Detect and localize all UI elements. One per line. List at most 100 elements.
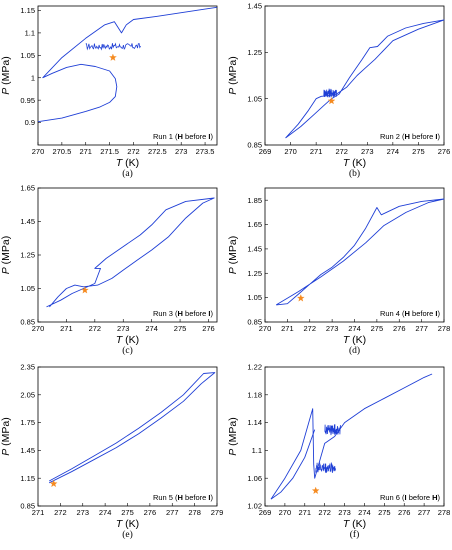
star-marker	[296, 294, 305, 302]
x-tick-label: 274	[348, 324, 361, 333]
x-tick-label: 275	[371, 324, 384, 333]
x-tick-label: 276	[438, 147, 451, 156]
x-tick-label: 277	[418, 508, 431, 517]
panel-caption: (a)	[122, 168, 133, 179]
y-tick-label: 1.45	[20, 446, 35, 455]
x-tick-label: 274	[145, 324, 158, 333]
x-tick-label: 278	[438, 508, 451, 517]
y-tick-label: 1.15	[20, 6, 35, 15]
star-marker	[311, 486, 320, 494]
y-tick-label: 1.25	[247, 48, 262, 57]
panel-caption: (d)	[349, 345, 360, 356]
x-tick-label: 279	[211, 508, 224, 517]
chart-panel-1: 270 270.5 271 271.5 272 272.5 273 273.5 0.9 0.95 1…	[0, 5, 218, 179]
y-tick-label: 1.02	[247, 502, 262, 511]
plot-frame	[264, 187, 445, 323]
x-tick-label: 272	[127, 147, 140, 156]
x-tick-label: 273.5	[196, 147, 215, 156]
run-label: Run 3 (H before I)	[153, 309, 214, 318]
x-tick-label: 273	[117, 324, 130, 333]
panel-caption: (b)	[349, 168, 360, 179]
run-label: Run 4 (H before I)	[380, 309, 441, 318]
x-tick-label: 271	[299, 508, 312, 517]
x-tick-label: 273	[175, 147, 188, 156]
y-axis-label: P (MPa)	[0, 417, 12, 456]
x-tick-label: 273	[326, 324, 339, 333]
x-tick-label: 274	[358, 508, 371, 517]
x-tick-label: 272	[318, 508, 331, 517]
y-tick-label: 1.1	[25, 29, 35, 38]
star-marker	[49, 479, 58, 488]
y-tick-label: 1.45	[20, 217, 35, 226]
y-tick-label: 1.22	[247, 363, 262, 372]
y-tick-label: 1.45	[247, 245, 262, 254]
x-tick-label: 271	[79, 147, 92, 156]
y-axis-label: P (MPa)	[0, 236, 12, 275]
y-tick-label: 1.05	[247, 94, 262, 103]
x-tick-label: 276	[393, 324, 406, 333]
y-tick-label: 1.18	[247, 390, 262, 399]
x-tick-label: 270.5	[52, 147, 71, 156]
x-tick-label: 272	[89, 324, 102, 333]
plot-frame	[264, 5, 445, 146]
y-tick-label: 0.85	[20, 318, 35, 327]
y-tick-label: 1.1	[252, 446, 262, 455]
panel-caption: (f)	[350, 529, 360, 540]
y-tick-label: 1.05	[20, 51, 35, 60]
y-tick-label: 1.15	[20, 474, 35, 483]
x-tick-label: 273	[338, 508, 351, 517]
y-tick-label: 1	[31, 73, 35, 82]
x-tick-label: 276	[144, 508, 157, 517]
x-tick-label: 276	[398, 508, 411, 517]
y-tick-label: 1.85	[247, 196, 262, 205]
x-tick-label: 273	[361, 147, 374, 156]
y-tick-label: 1.25	[20, 251, 35, 260]
x-axis-label: T (K)	[116, 518, 139, 530]
series-noise	[315, 462, 336, 473]
x-tick-label: 275	[412, 147, 425, 156]
y-tick-label: 1.05	[247, 293, 262, 302]
y-tick-label: 1.25	[247, 269, 262, 278]
x-tick-label: 277	[166, 508, 179, 517]
run-label: Run 1 (H before I)	[153, 132, 214, 141]
chart-panel-4: 270 271 272 273 274 275 276 277 278 0.85 1.05 1.25 1…	[227, 187, 450, 356]
run-label: Run 5 (H before I)	[153, 493, 214, 502]
x-tick-label: 271	[310, 147, 323, 156]
series-line-branch	[270, 429, 316, 500]
x-axis-label: T (K)	[343, 518, 366, 530]
y-tick-label: 1.65	[247, 220, 262, 229]
star-marker	[81, 286, 89, 294]
y-axis-label: P (MPa)	[227, 417, 239, 456]
x-axis-label: T (K)	[116, 157, 139, 169]
y-tick-label: 1.06	[247, 474, 262, 483]
y-axis-label: P (MPa)	[227, 236, 239, 275]
panel-caption: (c)	[122, 345, 133, 356]
y-tick-label: 1.05	[20, 284, 35, 293]
x-tick-label: 269	[259, 147, 272, 156]
y-axis-label: P (MPa)	[227, 56, 239, 95]
y-tick-label: 1.65	[20, 184, 35, 193]
plot-frame	[37, 187, 218, 323]
series-noise	[85, 42, 141, 51]
x-tick-label: 272.5	[148, 147, 167, 156]
x-tick-label: 270	[32, 147, 45, 156]
x-tick-label: 275	[174, 324, 187, 333]
y-tick-label: 0.85	[247, 318, 262, 327]
y-axis-label: P (MPa)	[0, 56, 12, 95]
x-tick-label: 276	[202, 324, 215, 333]
plot-frame	[264, 366, 445, 507]
x-axis-label: T (K)	[116, 334, 139, 346]
run-label: Run 2 (H before I)	[380, 132, 441, 141]
y-tick-label: 0.9	[25, 118, 35, 127]
y-tick-label: 0.95	[20, 96, 35, 105]
x-tick-label: 278	[188, 508, 201, 517]
y-tick-label: 0.85	[20, 502, 35, 511]
chart-panel-3: 270 271 272 273 274 275 276 0.85 1.05 1.25 1.45 1.6…	[0, 184, 218, 356]
x-tick-label: 275	[121, 508, 134, 517]
x-tick-label: 271	[281, 324, 294, 333]
series-line	[275, 198, 445, 306]
x-tick-label: 274	[99, 508, 112, 517]
chart-panel-2: 269 270 271 272 273 274 275 276 0.85 1.05 1.25 1.45…	[227, 2, 450, 179]
panel-caption: (e)	[122, 529, 133, 540]
x-tick-label: 271	[32, 508, 45, 517]
